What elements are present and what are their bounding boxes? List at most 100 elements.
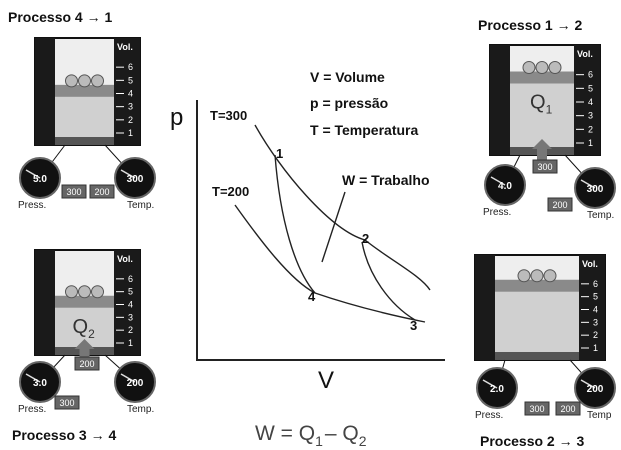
piston <box>510 71 574 84</box>
panels: Processo 4 → 1 Vol. 1 2 3 4 5 6 5.0 Press. 300 Temp… <box>8 9 616 449</box>
gauge-needle <box>120 169 136 179</box>
gauge-needle <box>482 379 498 389</box>
temp-button[interactable] <box>54 395 80 410</box>
weight <box>548 61 562 74</box>
weight <box>91 74 104 88</box>
v-axis-label: V <box>318 367 334 394</box>
gauge-label: Temp <box>587 410 612 421</box>
formula-part: 1 <box>315 433 323 449</box>
scale-number: 4 <box>128 89 133 99</box>
point-label: 3 <box>410 318 417 333</box>
gauge-value: 200 <box>587 384 604 395</box>
scale-number: 5 <box>128 75 133 85</box>
gauge-label: Press. <box>18 404 46 415</box>
gauge-value: 3.0 <box>33 378 47 389</box>
gas <box>495 291 579 352</box>
scale-number: 3 <box>128 312 133 322</box>
scale-number: 3 <box>128 102 133 112</box>
vol-scale <box>579 255 605 360</box>
panel-title: Processo 3 → 4 <box>12 427 116 443</box>
panel-title: Processo 1 → 2 <box>478 17 582 33</box>
button-label: 200 <box>79 359 94 369</box>
formula-part: 2 <box>359 433 367 449</box>
weight <box>78 74 91 88</box>
temp-button[interactable] <box>89 184 115 199</box>
button-label: 300 <box>537 162 552 172</box>
gas <box>510 83 574 147</box>
point-label: 4 <box>308 289 316 304</box>
process-panel: Processo 1 → 2Vol.123456Q14.0Press.300Te… <box>478 17 616 221</box>
piston <box>55 295 114 308</box>
formula: W = Q1– Q2 <box>255 422 367 449</box>
button-label: 300 <box>59 398 74 408</box>
button-label: 200 <box>94 187 109 197</box>
vol-scale <box>114 38 140 145</box>
vol-label: Vol. <box>582 259 598 269</box>
vol-scale <box>574 45 600 155</box>
pv-diagram <box>196 100 445 361</box>
weight <box>65 74 78 88</box>
scale-number: 1 <box>593 343 598 353</box>
weight <box>522 61 536 74</box>
legend: V = Volume <box>310 69 385 85</box>
temp-button[interactable] <box>555 401 581 416</box>
gauge-value: 5.0 <box>33 174 47 185</box>
process-4-1 <box>274 154 316 294</box>
process-panel: Processo 4 → 1 Vol. 1 2 3 4 5 6 5.0 Press. 300 Temp… <box>8 9 156 211</box>
gauge-value: 300 <box>127 174 144 185</box>
panel-title: Processo 2 → 3 <box>480 433 584 449</box>
point-label: 1 <box>276 146 283 161</box>
gauge-needle <box>120 373 136 383</box>
scale-number: 5 <box>593 292 598 302</box>
scale-number: 4 <box>588 97 593 107</box>
vol-label: Vol. <box>117 42 133 52</box>
scale-number: 4 <box>128 300 133 310</box>
heater <box>495 352 579 360</box>
gauge-value: 4.0 <box>498 181 512 192</box>
reservoir <box>35 250 55 355</box>
weight <box>91 285 104 299</box>
temp-button[interactable] <box>524 401 550 416</box>
scale-number: 4 <box>593 305 598 315</box>
heat-sub: 2 <box>88 327 95 341</box>
gauge-value: 200 <box>127 378 144 389</box>
legend: p = pressão <box>310 95 388 111</box>
scale-number: 6 <box>588 70 593 80</box>
heat-label: Q2 <box>73 316 96 341</box>
gauge-value: 300 <box>587 184 604 195</box>
heat-symbol: Q <box>73 316 89 338</box>
scale-number: 1 <box>128 128 133 138</box>
scale-number: 6 <box>128 274 133 284</box>
reservoir <box>35 38 55 145</box>
reservoir <box>475 255 495 360</box>
piston <box>55 84 114 97</box>
weight <box>517 269 531 283</box>
heater <box>55 137 114 145</box>
legend: T = Temperatura <box>310 122 418 138</box>
scale-number: 1 <box>128 338 133 348</box>
gauge-label: Temp. <box>127 404 154 415</box>
gauge-needle <box>25 373 41 383</box>
point-label: 2 <box>362 231 369 246</box>
scale-number: 6 <box>128 62 133 72</box>
heat-arrow <box>532 139 552 163</box>
temp-button[interactable] <box>547 197 573 212</box>
work-pointer <box>321 191 346 263</box>
scale-number: 2 <box>128 115 133 125</box>
gauge-label: Press. <box>483 207 511 218</box>
gauge-label: Press. <box>18 200 46 211</box>
iso-label: T=200 <box>212 184 249 199</box>
temp-button[interactable] <box>61 184 87 199</box>
weight <box>65 285 78 299</box>
scale-number: 2 <box>128 325 133 335</box>
temp-button[interactable] <box>532 159 558 174</box>
process-panel: Processo 2 → 3 Vol. 1 2 3 4 5 6 2.0 Press. 200 Temp… <box>474 254 616 449</box>
formula-part: – <box>325 422 343 445</box>
heat-symbol: Q <box>530 92 546 114</box>
temp-button[interactable] <box>74 356 100 371</box>
heat-sub: 1 <box>546 103 553 117</box>
process-panel: Processo 3 → 4Vol.123456Q23.0Press.200Te… <box>12 249 156 443</box>
scale-number: 1 <box>588 138 593 148</box>
piston <box>495 279 579 292</box>
